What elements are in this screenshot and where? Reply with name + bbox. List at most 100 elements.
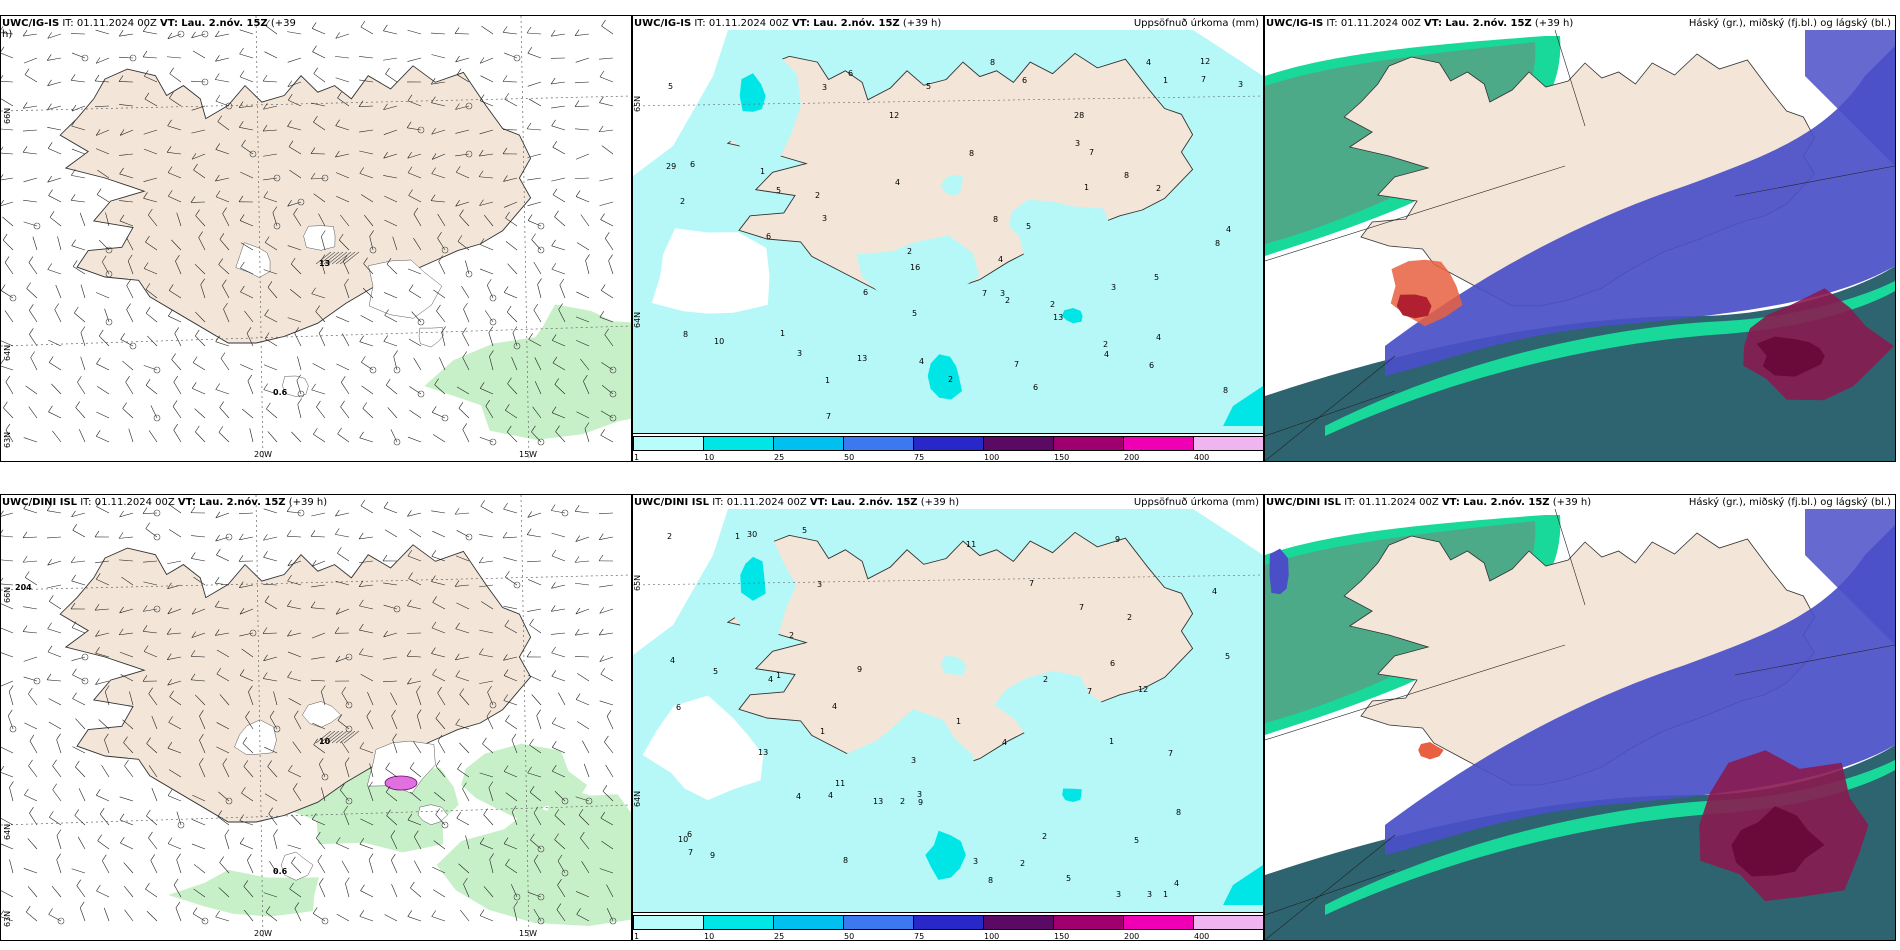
colorbar-tick: 200: [1124, 453, 1140, 462]
precip-value: 29: [666, 162, 677, 171]
map-title: UWC/DINI ISL IT: 01.11.2024 00Z VT: Lau.…: [1266, 497, 1591, 508]
colorbar-tick: 50: [844, 932, 855, 941]
precip-value: 4: [828, 791, 834, 800]
precip-value: 6: [676, 703, 682, 712]
model-name: UWC/IG-IS: [2, 18, 60, 29]
valid-time-label: VT:: [177, 497, 196, 508]
precip-value: 4: [1174, 879, 1180, 888]
iceland-land: [59, 65, 532, 344]
precip-value: 5: [1026, 222, 1032, 231]
valid-time: Lau. 2.nóv. 15Z: [1445, 18, 1532, 29]
precip-value: 4: [796, 792, 802, 801]
precip-value: 7: [826, 412, 832, 421]
precip-value: 2: [900, 797, 906, 806]
colorbar-tick: 200: [1124, 932, 1140, 941]
colorbar-swatch: [633, 436, 704, 451]
valid-time: Lau. 2.nóv. 15Z: [1463, 497, 1550, 508]
precip-value: 4: [919, 357, 925, 366]
precip-value: 7: [1087, 687, 1093, 696]
precip-value: 9: [710, 851, 716, 860]
colorbar-tick: 150: [1054, 453, 1070, 462]
colorbar-tick: 75: [914, 932, 925, 941]
precip-value: 11: [966, 540, 977, 549]
valid-time: Lau. 2.nóv. 15Z: [831, 497, 918, 508]
precip-value: 6: [848, 69, 854, 78]
colorbar-swatch: [1193, 915, 1263, 930]
colorbar-swatch: [913, 436, 984, 451]
colorbar-swatch: [843, 436, 914, 451]
precip-value: 10: [714, 337, 725, 346]
colorbar-swatch: [633, 915, 704, 930]
latitude-label: 64N: [633, 790, 642, 807]
precip-value: 13: [758, 748, 769, 757]
precip-value: 8: [969, 149, 975, 158]
precip-value: 8: [988, 876, 994, 885]
precip-value: 6: [1110, 659, 1116, 668]
precip-value: 2: [680, 197, 686, 206]
colorbar-swatch: [1123, 915, 1194, 930]
map-title: UWC/DINI ISL IT: 01.11.2024 00Z VT: Lau.…: [634, 497, 959, 508]
cloud-map-canvas: [1265, 508, 1895, 940]
precip-value: 1: [760, 167, 766, 176]
model-name: UWC/IG-IS: [634, 18, 692, 29]
colorbar-swatch: [703, 436, 774, 451]
precip-value: 1: [825, 376, 831, 385]
initial-time: IT: 01.11.2024 00Z: [59, 18, 161, 29]
colorbar-swatch: [773, 915, 844, 930]
precip-value: 12: [889, 111, 900, 120]
precip-value: 2: [1020, 859, 1026, 868]
precip-value: 1: [776, 671, 782, 680]
colorbar-swatch: [773, 436, 844, 451]
lead-time: (+39 h): [1552, 497, 1592, 508]
precip-value: 1: [1163, 890, 1169, 899]
precip-value: 13: [873, 797, 884, 806]
precip-value: 7: [1079, 603, 1085, 612]
precip-value: 13: [857, 354, 868, 363]
latitude-label: 65N: [633, 95, 642, 112]
precip-value: 4: [832, 702, 838, 711]
precip-value: 4: [670, 656, 676, 665]
colorbar-tick: 10: [704, 453, 715, 462]
precip-value: 4: [895, 178, 901, 187]
colorbar-tick: 10: [704, 932, 715, 941]
precip-value: 6: [766, 232, 772, 241]
precip-value: 8: [1223, 386, 1229, 395]
iceland-land: [721, 52, 1194, 298]
precip-value: 5: [1134, 836, 1140, 845]
precip-value: 6: [1022, 76, 1028, 85]
map-title: UWC/DINI ISL IT: 01.11.2024 00Z VT: Lau.…: [2, 497, 327, 508]
precip-value: 3: [1075, 139, 1081, 148]
precip-value: 2: [1103, 340, 1109, 349]
precip-value: 1: [820, 727, 826, 736]
mid-cloud-area: [1385, 46, 1895, 376]
lead-time: (+39 h): [920, 497, 960, 508]
precip-value: 3: [973, 857, 979, 866]
precip-value: 5: [912, 309, 918, 318]
map-title: UWC/IG-IS IT: 01.11.2024 00Z VT: Lau. 2.…: [634, 18, 941, 29]
precip-value: 3: [1147, 890, 1153, 899]
precip-value: 7: [1168, 749, 1174, 758]
valid-time: Lau. 2.nóv. 15Z: [181, 18, 268, 29]
precip-value: 4: [1226, 225, 1232, 234]
precip-value: 8: [683, 330, 689, 339]
colorbar-swatch: [1053, 915, 1124, 930]
precip-value: 1: [1163, 76, 1169, 85]
latitude-label: 63N: [3, 431, 12, 448]
initial-time: IT: 01.11.2024 00Z: [1341, 497, 1442, 508]
precipitation-map-panel-bottom: 3 4 1 1 1 3 2 1 4 7 12 11 2 3 4 2 1 5 4 9 3 1 2 4 5 2 3 6 2 10 11 13 9 8 7…: [632, 494, 1264, 941]
field-title: Uppsöfnuð úrkoma (mm): [1133, 18, 1259, 29]
precip-value: 16: [910, 263, 921, 272]
precip-value: 7: [1029, 579, 1035, 588]
model-name: UWC/DINI ISL: [1266, 497, 1342, 508]
initial-time: IT: 01.11.2024 00Z: [691, 18, 793, 29]
lead-time: (+39 h): [1534, 18, 1574, 29]
valid-time: Lau. 2.nóv. 15Z: [813, 18, 900, 29]
precip-value: 6: [687, 830, 693, 839]
colorbar-tick: 1: [634, 932, 640, 941]
precip-value: 8: [1215, 239, 1221, 248]
precip-value: 30: [747, 530, 758, 539]
precip-value: 5: [802, 526, 808, 535]
precip-value: 5: [1066, 874, 1072, 883]
wind-map-panel-bottom: UWC/DINI ISL IT: 01.11.2024 00Z VT: Lau.…: [0, 494, 632, 941]
precip-value: 5: [668, 82, 674, 91]
